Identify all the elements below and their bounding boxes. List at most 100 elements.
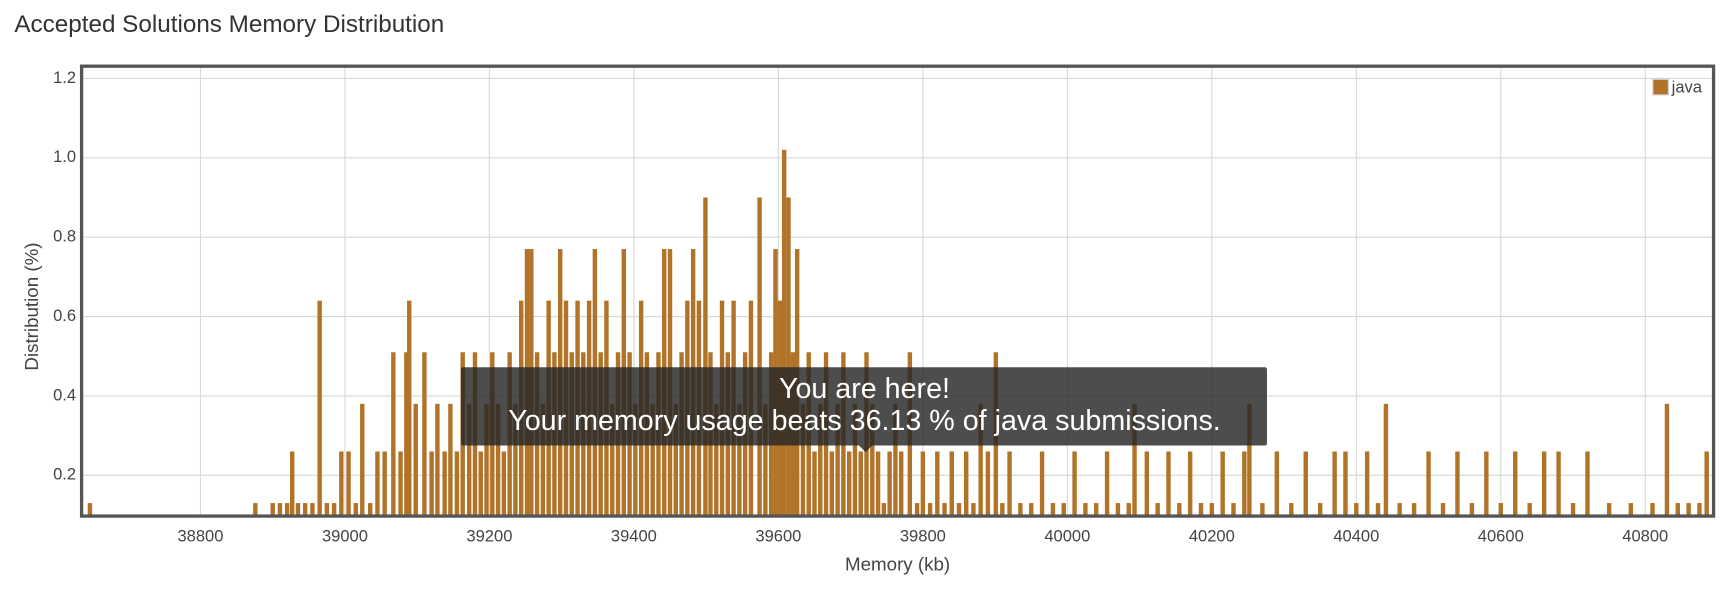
y-axis-label: Distribution (%) [21,243,42,371]
bar [478,451,483,515]
chart-title: Accepted Solutions Memory Distribution [14,11,444,38]
bar [1303,451,1308,515]
y-tick-label: 0.4 [53,385,76,404]
bar [1383,403,1389,515]
bar [284,503,290,515]
tooltip-text: Your memory usage beats 36.13 % of java … [508,405,1221,437]
bar [1050,503,1056,515]
bar [703,197,708,515]
bar [1274,451,1280,515]
bar [1498,503,1503,515]
bar [1072,451,1077,515]
bar [454,451,460,515]
bar [339,451,344,515]
bar [893,403,898,515]
bar [914,503,920,515]
bar [1469,503,1475,515]
bar [1650,503,1655,515]
bar [324,503,330,515]
bar [763,403,768,515]
bar [1527,503,1532,515]
x-axis-label: Memory (kb) [845,554,950,575]
bar [1289,503,1294,515]
bar [1541,451,1547,515]
x-tick-label: 39200 [466,526,512,545]
x-tick-label: 40800 [1622,526,1668,545]
bar [1364,451,1370,515]
bar [1061,503,1066,515]
bar [317,300,322,515]
bar [875,451,881,515]
bar [429,451,434,515]
y-tick-label: 0.8 [53,227,76,246]
bar [1484,451,1489,515]
bar [295,503,301,515]
bar [858,451,863,515]
bar [1083,503,1088,515]
bar [1247,403,1252,515]
bar [1177,503,1182,515]
bar [331,503,337,515]
bar [310,503,315,515]
bar [1115,503,1121,515]
legend-swatch [1652,78,1669,96]
bar [484,403,489,515]
bar [887,451,892,515]
bar [898,451,904,515]
bar [673,403,679,515]
bar [818,403,823,515]
bar [786,197,791,515]
bar [360,403,365,515]
bar [368,503,373,515]
bar [956,503,962,515]
bar [737,403,742,515]
bar [1343,451,1348,515]
bar [1018,503,1023,515]
bar [920,451,926,515]
bar [1513,451,1518,515]
bar [1455,451,1460,515]
bar [466,403,472,515]
bar [881,503,887,515]
x-tick-label: 40200 [1189,526,1235,545]
bar [1260,503,1265,515]
bar [1187,451,1193,515]
bar [1697,503,1702,515]
bar [346,451,351,515]
bar [1426,451,1431,515]
bar [277,503,283,515]
bar [1242,451,1247,515]
bar [1606,503,1612,515]
bar [971,503,976,515]
y-tick-label: 0.6 [53,306,76,325]
x-tick-label: 40400 [1333,526,1379,545]
bar [942,503,947,515]
bar [391,352,396,515]
x-tick-label: 40000 [1044,526,1090,545]
x-tick-label: 39400 [611,526,657,545]
bar [978,403,983,515]
bar [1332,451,1337,515]
x-tick-label: 39800 [900,526,946,545]
bar [1198,503,1204,515]
bar [407,300,412,515]
bar [846,451,852,515]
bar [513,403,518,515]
bar [964,451,969,515]
bar [448,403,453,515]
bar [1585,451,1590,515]
bar [270,503,275,515]
bar [398,451,403,515]
x-tick-label: 40600 [1478,526,1524,545]
bar [1220,451,1225,515]
bar [404,352,409,515]
bar [1000,503,1005,515]
bar [985,451,991,515]
bar [1231,503,1236,515]
bar [422,352,427,515]
bar [1556,451,1561,515]
tooltip: You are here!Your memory usage beats 36.… [460,367,1267,453]
bar [1675,503,1680,515]
